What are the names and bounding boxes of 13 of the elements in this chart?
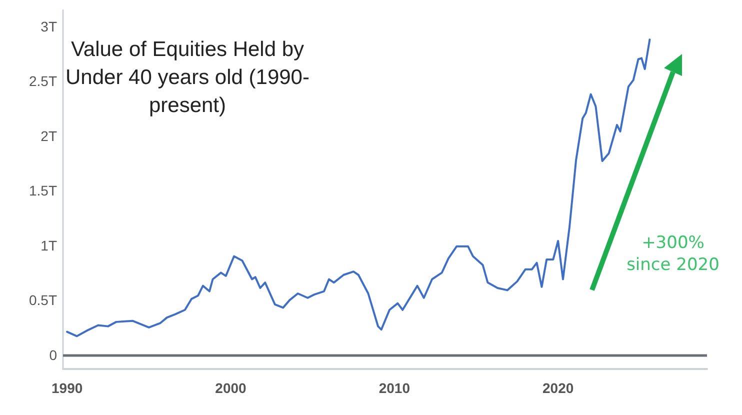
x-tick-label: 2010 [378,380,410,396]
y-tick-label: 2.5T [28,73,58,90]
text: Value of Equities Held by Under 40 years old (1990-present) [66,38,310,117]
x-tick-label: 1990 [52,380,83,396]
y-tick-label: 0 [49,346,58,363]
y-tick-label: 2T [40,128,58,144]
y-tick-label: 0.5T [28,292,58,308]
y-tick-label: 1.5T [28,182,58,199]
annotation: +300% since 2020 [626,232,720,276]
x-tick-label: 2000 [215,380,247,396]
y-tick-label: 3T [40,18,58,34]
y-tick-label: 1T [40,237,58,254]
x-tick-label: 2020 [542,380,574,396]
